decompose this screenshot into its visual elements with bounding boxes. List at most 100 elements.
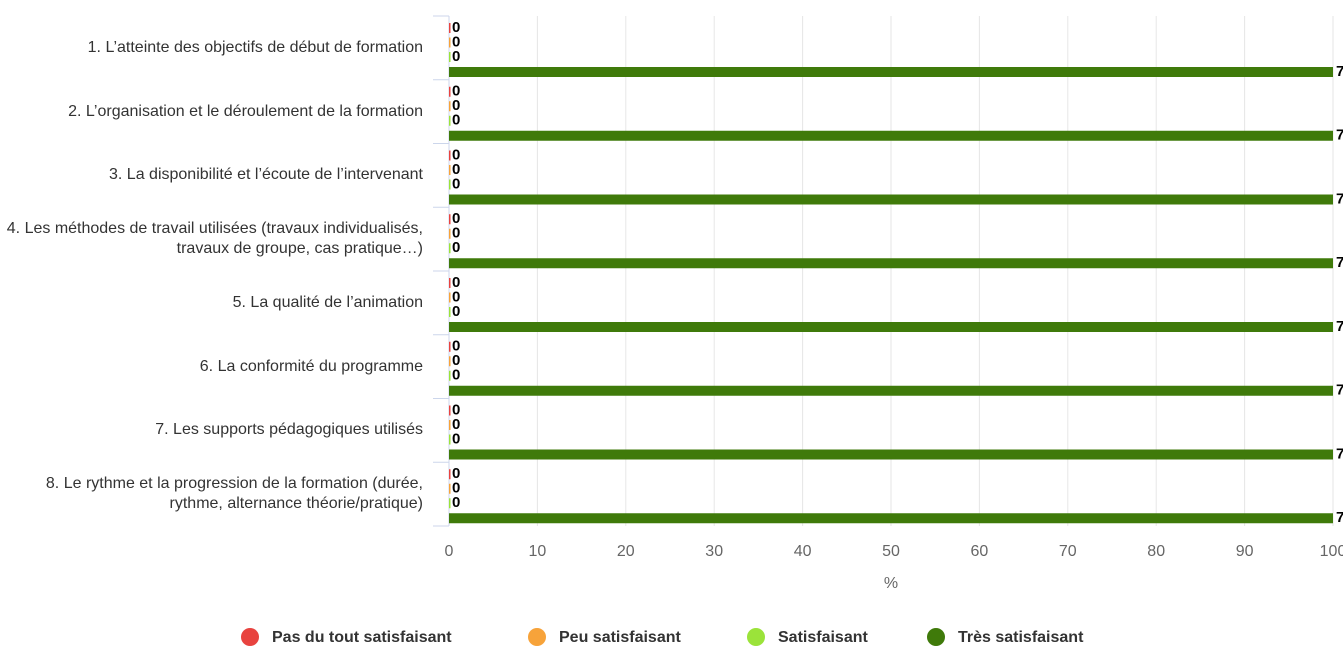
- data-label: 0: [452, 48, 460, 65]
- x-tick-label: 20: [617, 543, 635, 560]
- data-label: 0: [452, 33, 460, 50]
- data-label: 0: [452, 161, 460, 178]
- data-label: 0: [452, 19, 460, 36]
- y-tick-label: 4. Les méthodes de travail utilisées (tr…: [0, 207, 423, 271]
- x-tick-label: 100: [1320, 543, 1343, 560]
- legend-marker: [241, 628, 259, 646]
- bar: [449, 292, 451, 303]
- bar: [449, 405, 451, 416]
- x-tick-label: 90: [1236, 543, 1254, 560]
- data-label: 0: [452, 430, 460, 447]
- y-tick-label: 8. Le rythme et la progression de la for…: [0, 462, 423, 526]
- bar: [449, 194, 1333, 205]
- x-tick-label: 10: [529, 543, 547, 560]
- y-tick-label: 1. L’atteinte des objectifs de début de …: [0, 16, 423, 80]
- legend-label: Pas du tout satisfaisant: [272, 629, 452, 646]
- bar: [449, 385, 1333, 396]
- bar: [449, 307, 451, 317]
- data-label: 0: [452, 225, 460, 242]
- bar: [449, 449, 1333, 460]
- category-text: 3. La disponibilité et l’écoute de l’int…: [109, 166, 423, 184]
- data-label: 7: [1336, 127, 1343, 144]
- bar: [449, 513, 1333, 524]
- data-label: 7: [1336, 190, 1343, 207]
- x-tick-label: 80: [1147, 543, 1165, 560]
- bar: [449, 420, 451, 430]
- bar: [449, 23, 451, 33]
- data-label: 0: [452, 112, 460, 129]
- bar: [449, 243, 451, 254]
- bar: [449, 469, 451, 480]
- bar: [449, 322, 1333, 332]
- category-text: 1. L’atteinte des objectifs de début de …: [87, 38, 423, 56]
- data-label: 0: [452, 97, 460, 114]
- data-label: 0: [452, 401, 460, 418]
- data-label: 7: [1336, 445, 1343, 462]
- data-label: 0: [452, 83, 460, 100]
- data-label: 7: [1336, 382, 1343, 399]
- data-label: 0: [452, 146, 460, 163]
- data-label: 0: [452, 288, 460, 305]
- category-text: 6. La conformité du programme: [199, 357, 423, 375]
- data-label: 0: [452, 416, 460, 433]
- x-tick-label: 40: [794, 543, 812, 560]
- data-label: 7: [1336, 63, 1343, 80]
- bar: [449, 130, 1333, 141]
- bar: [449, 86, 451, 97]
- bar: [449, 228, 451, 239]
- y-tick-label: 5. La qualité de l’animation: [0, 271, 423, 335]
- bar: [449, 258, 1333, 269]
- bar: [449, 115, 451, 126]
- category-text: 7. Les supports pédagogiques utilisés: [155, 421, 423, 439]
- data-label: 0: [452, 494, 460, 511]
- bar: [449, 150, 451, 161]
- data-label: 0: [452, 367, 460, 384]
- x-tick-label: 30: [705, 543, 723, 560]
- bar: [449, 37, 451, 48]
- data-label: 0: [452, 210, 460, 227]
- legend-marker: [528, 628, 546, 646]
- category-text: 8. Le rythme et la progression de la for…: [45, 475, 423, 513]
- data-label: 0: [452, 175, 460, 192]
- legend-label: Satisfaisant: [778, 629, 868, 646]
- data-label: 7: [1336, 509, 1343, 526]
- legend-marker: [747, 628, 765, 646]
- y-tick-label: 2. L’organisation et le déroulement de l…: [0, 80, 423, 144]
- y-tick-label: 7. Les supports pédagogiques utilisés: [0, 399, 423, 463]
- category-text: 5. La qualité de l’animation: [232, 293, 423, 311]
- bar: [449, 370, 451, 381]
- bar: [449, 179, 451, 190]
- bar: [449, 341, 451, 352]
- legend-label: Très satisfaisant: [958, 629, 1084, 646]
- category-text: 2. L’organisation et le déroulement de l…: [68, 102, 423, 120]
- x-tick-label: 0: [445, 543, 454, 560]
- bar: [449, 434, 451, 445]
- data-label: 0: [452, 303, 460, 320]
- bar: [449, 356, 451, 367]
- bar: [449, 498, 451, 509]
- bar: [449, 101, 451, 112]
- bar: [449, 165, 451, 175]
- legend-label: Peu satisfaisant: [559, 629, 682, 646]
- data-label: 0: [452, 274, 460, 291]
- x-tick-label: 70: [1059, 543, 1077, 560]
- bar: [449, 67, 1333, 77]
- data-label: 7: [1336, 318, 1343, 335]
- x-tick-label: 60: [971, 543, 989, 560]
- bar: [449, 483, 451, 494]
- data-label: 0: [452, 480, 460, 497]
- data-label: 0: [452, 338, 460, 355]
- x-axis-title: %: [884, 575, 898, 592]
- data-label: 0: [452, 352, 460, 369]
- y-tick-label: 3. La disponibilité et l’écoute de l’int…: [0, 144, 423, 208]
- data-label: 7: [1336, 254, 1343, 271]
- data-label: 0: [452, 465, 460, 482]
- bar: [449, 278, 451, 288]
- legend-marker: [927, 628, 945, 646]
- y-tick-label: 6. La conformité du programme: [0, 335, 423, 399]
- x-tick-label: 50: [882, 543, 900, 560]
- data-label: 0: [452, 239, 460, 256]
- category-text: 4. Les méthodes de travail utilisées (tr…: [6, 220, 423, 258]
